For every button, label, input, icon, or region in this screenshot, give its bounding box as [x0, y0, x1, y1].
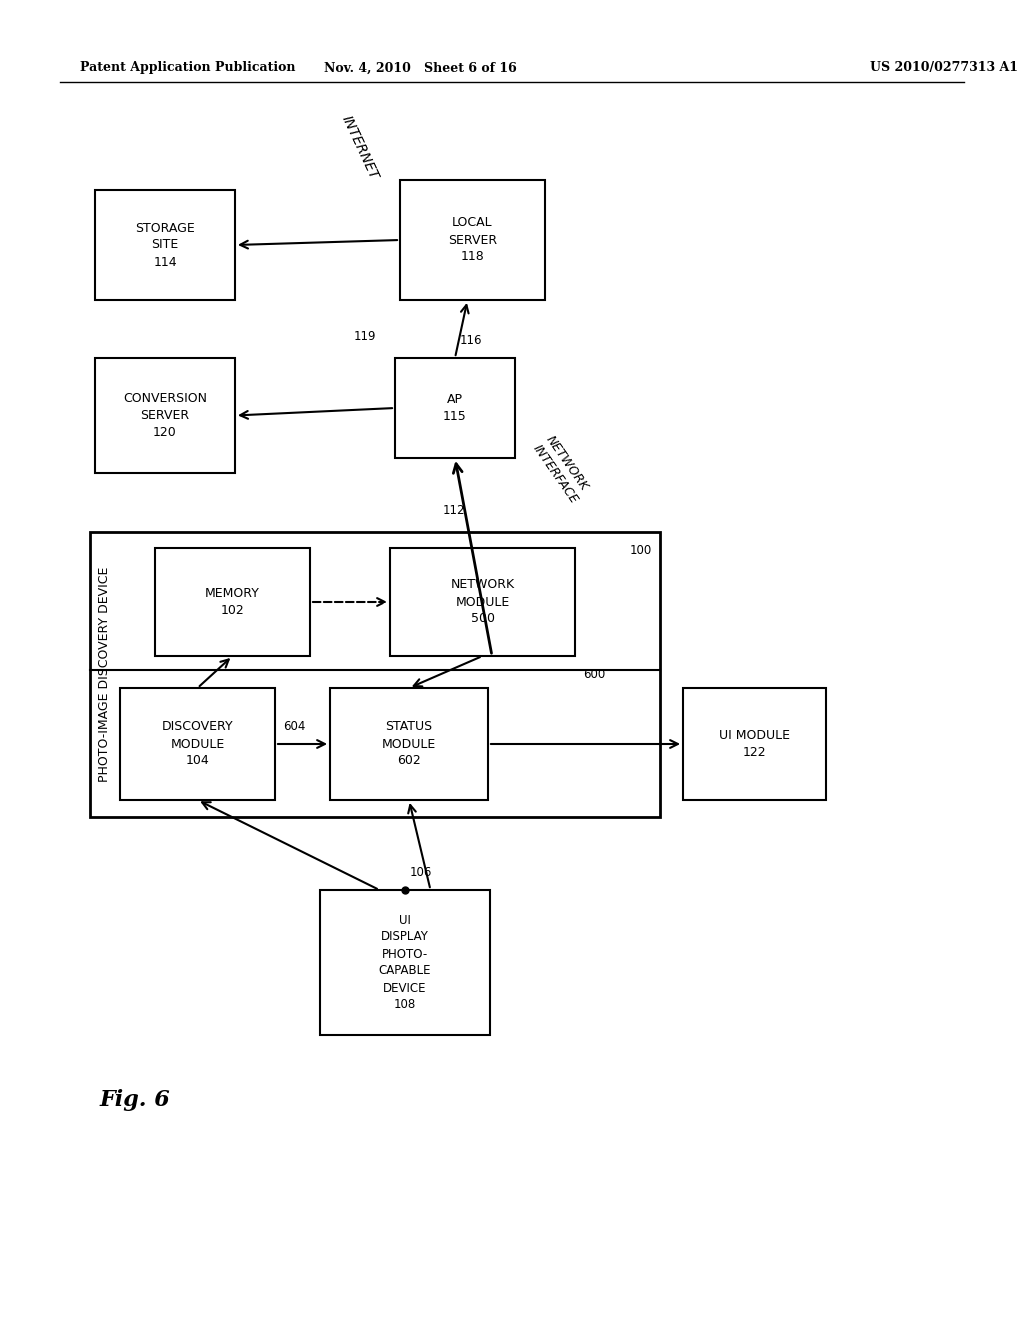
- Text: NETWORK
INTERFACE: NETWORK INTERFACE: [530, 433, 593, 507]
- Text: MEMORY
102: MEMORY 102: [205, 587, 260, 616]
- Bar: [400, 180, 545, 300]
- Text: 100: 100: [630, 544, 652, 557]
- Bar: [395, 358, 515, 458]
- Text: 119: 119: [353, 330, 376, 342]
- Text: STATUS
MODULE
602: STATUS MODULE 602: [382, 721, 436, 767]
- Text: US 2010/0277313 A1: US 2010/0277313 A1: [870, 62, 1018, 74]
- Text: STORAGE
SITE
114: STORAGE SITE 114: [135, 222, 195, 268]
- Bar: [390, 548, 575, 656]
- Text: 600: 600: [583, 668, 605, 681]
- Bar: [683, 688, 826, 800]
- Text: PHOTO-IMAGE DISCOVERY DEVICE: PHOTO-IMAGE DISCOVERY DEVICE: [97, 566, 111, 783]
- Bar: [95, 190, 234, 300]
- Text: DISCOVERY
MODULE
104: DISCOVERY MODULE 104: [162, 721, 233, 767]
- Text: UI
DISPLAY
PHOTO-
CAPABLE
DEVICE
108: UI DISPLAY PHOTO- CAPABLE DEVICE 108: [379, 913, 431, 1011]
- Text: LOCAL
SERVER
118: LOCAL SERVER 118: [447, 216, 497, 264]
- Bar: [90, 532, 660, 817]
- Text: 604: 604: [283, 719, 305, 733]
- Text: 116: 116: [460, 334, 482, 346]
- Text: UI MODULE
122: UI MODULE 122: [719, 729, 790, 759]
- Text: INTERNET: INTERNET: [339, 114, 381, 182]
- Text: CONVERSION
SERVER
120: CONVERSION SERVER 120: [123, 392, 207, 440]
- Text: Nov. 4, 2010   Sheet 6 of 16: Nov. 4, 2010 Sheet 6 of 16: [324, 62, 516, 74]
- Text: 106: 106: [410, 866, 432, 879]
- Text: Fig. 6: Fig. 6: [100, 1089, 171, 1111]
- Text: 112: 112: [442, 503, 465, 516]
- Bar: [155, 548, 310, 656]
- Bar: [319, 890, 490, 1035]
- Bar: [120, 688, 275, 800]
- Text: AP
115: AP 115: [443, 393, 467, 422]
- Bar: [95, 358, 234, 473]
- Bar: [330, 688, 488, 800]
- Text: NETWORK
MODULE
500: NETWORK MODULE 500: [451, 578, 515, 626]
- Text: Patent Application Publication: Patent Application Publication: [80, 62, 296, 74]
